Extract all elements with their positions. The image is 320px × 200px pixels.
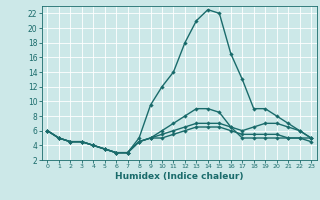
X-axis label: Humidex (Indice chaleur): Humidex (Indice chaleur) <box>115 172 244 181</box>
